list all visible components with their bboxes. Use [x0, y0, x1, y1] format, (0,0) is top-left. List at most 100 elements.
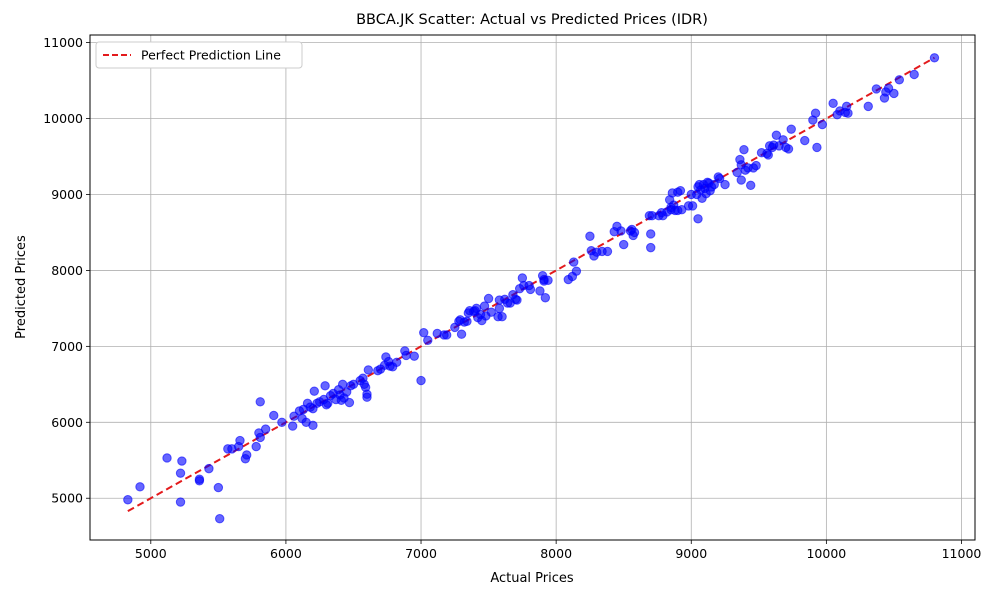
y-tick-label: 7000 [51, 339, 83, 354]
y-tick-label: 8000 [51, 263, 83, 278]
data-point [525, 284, 536, 295]
data-point [269, 410, 279, 421]
data-point [771, 130, 782, 140]
data-point [213, 482, 224, 493]
data-point [739, 144, 749, 155]
data-point [693, 214, 703, 224]
data-point [277, 417, 287, 427]
data-point [512, 295, 522, 305]
data-point [320, 381, 330, 391]
data-point [517, 273, 528, 283]
data-point [497, 312, 507, 322]
data-point [123, 495, 133, 505]
data-point [456, 329, 467, 339]
data-point [194, 476, 205, 486]
x-tick-label: 11000 [942, 546, 982, 561]
data-point [251, 441, 261, 452]
data-point [462, 316, 472, 326]
x-axis: 5000 6000 7000 8000 9000 10000 11000 [135, 540, 982, 561]
data-point [535, 286, 545, 296]
data-point [619, 239, 629, 250]
x-tick-label: 5000 [135, 546, 167, 561]
legend-box [95, 41, 303, 69]
data-point [486, 307, 496, 317]
data-point [783, 144, 794, 154]
data-point [204, 463, 214, 474]
data-point [540, 293, 551, 303]
data-point [255, 432, 265, 443]
data-point [929, 53, 940, 63]
data-point [309, 386, 319, 396]
data-point [786, 124, 796, 134]
data-point [287, 421, 298, 431]
data-point [401, 350, 411, 361]
x-axis-label: Actual Prices [490, 571, 574, 586]
data-point [308, 420, 318, 431]
data-point [494, 303, 505, 314]
chart-title: BBCA.JK Scatter: Actual vs Predicted Pri… [356, 12, 708, 28]
data-point [175, 468, 186, 478]
x-tick-label: 9000 [675, 546, 707, 561]
data-point [629, 227, 640, 238]
data-point [162, 453, 172, 463]
data-point [215, 514, 225, 524]
data-point [255, 397, 265, 407]
data-point [687, 201, 698, 211]
data-point [732, 167, 742, 178]
data-point [423, 335, 433, 345]
data-point [889, 88, 899, 99]
data-point [235, 435, 245, 446]
data-point [714, 173, 725, 184]
data-point [242, 450, 252, 460]
data-point [817, 119, 828, 130]
data-point [763, 150, 773, 160]
data-point [543, 275, 553, 285]
data-point [363, 365, 374, 375]
data-point [894, 75, 905, 85]
legend-label: Perfect Prediction Line [141, 48, 281, 63]
data-point [479, 301, 490, 311]
data-point [751, 160, 761, 171]
y-tick-label: 11000 [43, 35, 83, 50]
data-point [709, 179, 719, 190]
y-tick-label: 5000 [51, 491, 83, 506]
data-point [135, 482, 145, 492]
data-point [419, 327, 429, 338]
data-point [571, 266, 582, 276]
data-point [812, 142, 822, 153]
data-point [344, 397, 355, 408]
data-point [800, 135, 810, 146]
data-point [483, 293, 494, 304]
plot-frame [89, 34, 976, 541]
data-point [177, 456, 187, 466]
grid [90, 35, 975, 540]
y-tick-label: 6000 [51, 415, 83, 430]
y-axis-label: Predicted Prices [14, 235, 29, 339]
data-point [616, 226, 626, 236]
data-point [175, 497, 186, 507]
data-point [675, 185, 686, 196]
points-layer [123, 53, 940, 524]
data-point [569, 257, 579, 267]
x-tick-label: 6000 [270, 546, 302, 561]
data-point [362, 389, 372, 399]
data-point [646, 229, 656, 239]
data-point [442, 330, 452, 340]
x-tick-label: 8000 [540, 546, 572, 561]
data-point [260, 424, 271, 434]
x-tick-label: 10000 [806, 546, 846, 561]
data-point [871, 84, 882, 94]
data-point [416, 375, 426, 386]
data-point [828, 98, 838, 109]
data-point [585, 231, 595, 241]
y-tick-label: 10000 [43, 111, 83, 126]
legend: Perfect Prediction Line [95, 41, 303, 69]
data-point [409, 351, 419, 361]
data-point [720, 179, 730, 190]
data-point [646, 242, 656, 253]
data-point [746, 180, 756, 191]
data-point [863, 101, 873, 112]
data-point [392, 357, 402, 368]
data-point [909, 69, 919, 80]
